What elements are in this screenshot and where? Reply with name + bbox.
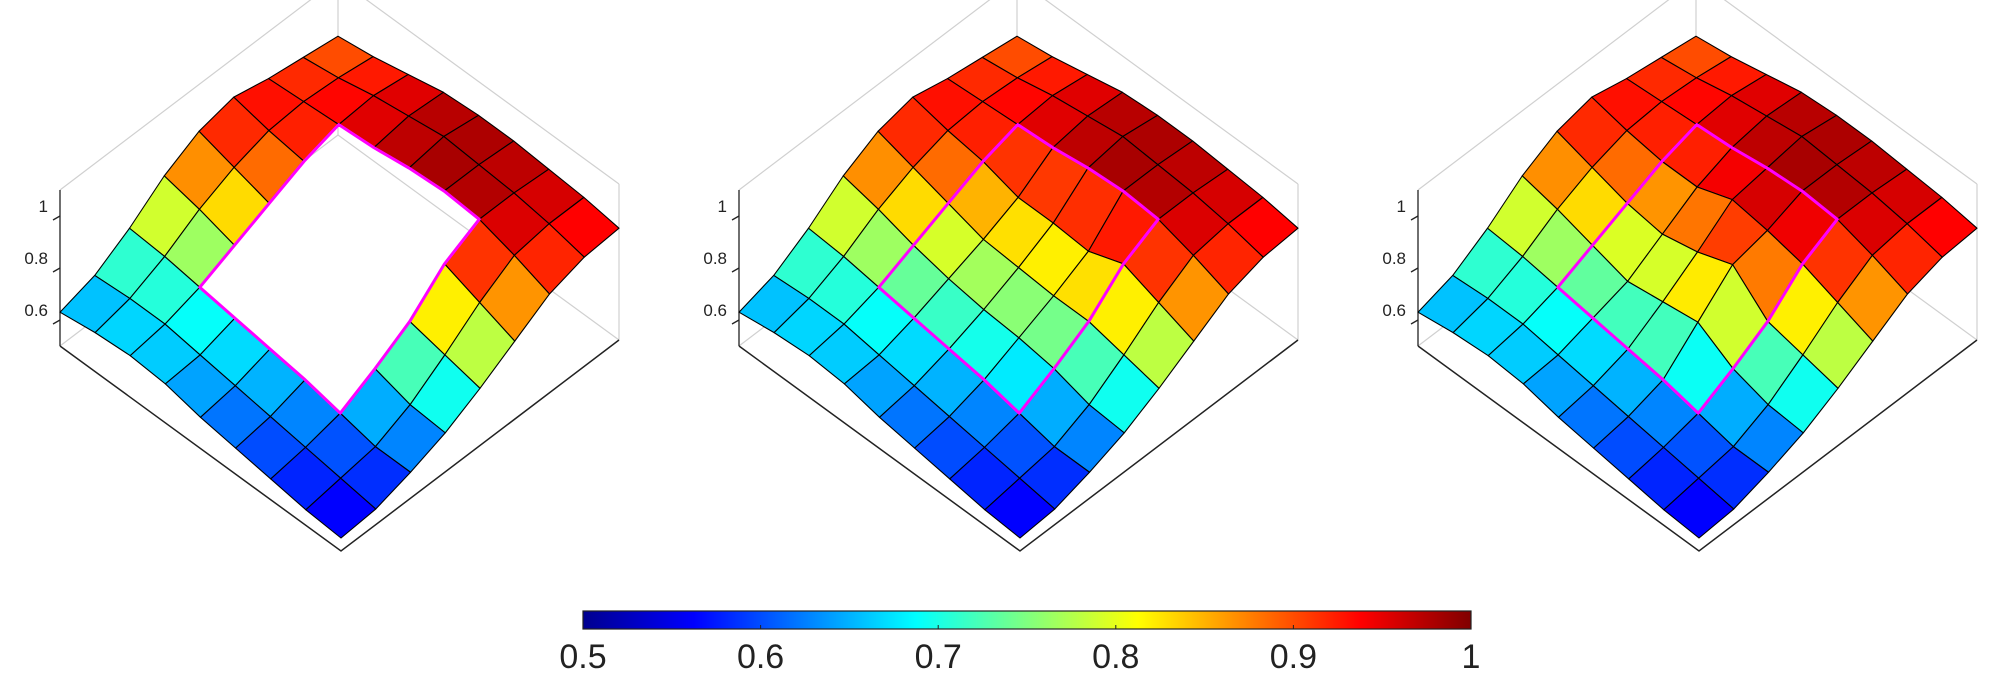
- floor-edge: [59, 339, 620, 552]
- colorbar-tick-label: 0.8: [1092, 638, 1139, 676]
- surface-panel: 0.6 0.8 1: [1382, 0, 1978, 552]
- surface-panel: 0.6 0.8 1: [703, 0, 1299, 552]
- z-tick-label: 0.8: [24, 249, 48, 268]
- z-tick: [52, 215, 61, 221]
- region-boundary: [1556, 123, 1839, 415]
- region-boundary: [877, 123, 1160, 415]
- z-tick-label: 0.6: [703, 301, 727, 320]
- z-tick-label: 1: [39, 197, 48, 216]
- z-tick: [1410, 215, 1419, 221]
- colorbar-tick-label: 1: [1462, 638, 1481, 676]
- surface-patch: [984, 477, 1056, 539]
- surface-patch: [305, 477, 377, 539]
- region-boundary: [198, 123, 481, 415]
- z-tick: [52, 319, 61, 325]
- box-back-edge: [59, 0, 620, 191]
- floor-edge: [1417, 339, 1978, 552]
- surface-panel: 0.6 0.8 1: [24, 0, 620, 552]
- floor-edge: [738, 339, 1299, 552]
- colorbar-tick-label: 0.6: [737, 638, 784, 676]
- z-tick: [731, 319, 740, 325]
- colorbar-tick-label: 0.7: [915, 638, 962, 676]
- box-back-edge: [1417, 0, 1978, 191]
- z-tick: [1410, 267, 1419, 273]
- z-tick: [52, 267, 61, 273]
- box-back-edge: [738, 0, 1299, 191]
- z-tick-label: 0.8: [1382, 249, 1406, 268]
- colorbar: [582, 610, 1472, 630]
- z-tick-label: 1: [1397, 197, 1406, 216]
- colorbar-tick-label: 0.5: [559, 638, 606, 676]
- z-tick-label: 0.6: [24, 301, 48, 320]
- z-tick: [1410, 319, 1419, 325]
- colorbar-tick-label: 0.9: [1270, 638, 1317, 676]
- z-tick: [731, 215, 740, 221]
- z-tick-label: 0.8: [703, 249, 727, 268]
- z-tick-label: 1: [718, 197, 727, 216]
- z-tick-label: 0.6: [1382, 301, 1406, 320]
- z-tick: [731, 267, 740, 273]
- surface-patch: [1663, 477, 1735, 539]
